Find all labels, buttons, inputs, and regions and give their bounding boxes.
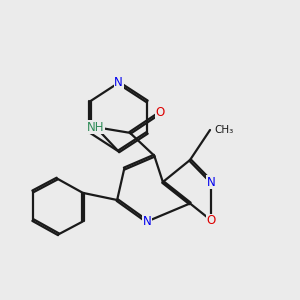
Text: O: O — [155, 106, 165, 119]
Text: N: N — [143, 215, 152, 228]
Text: N: N — [114, 76, 123, 89]
Text: NH: NH — [87, 121, 104, 134]
Text: N: N — [207, 176, 216, 188]
Text: CH₃: CH₃ — [214, 125, 234, 135]
Text: O: O — [207, 214, 216, 227]
